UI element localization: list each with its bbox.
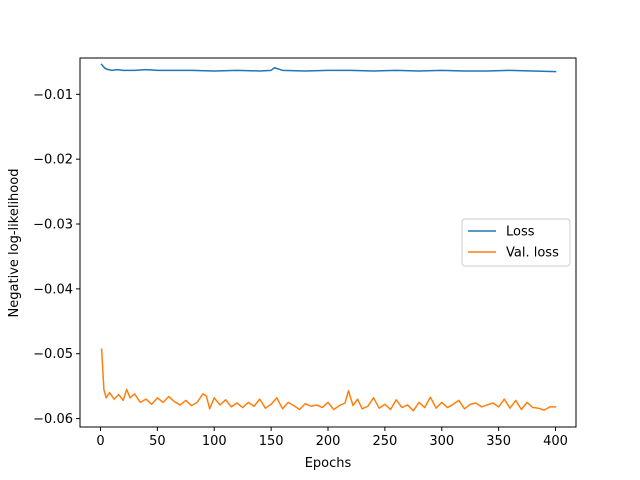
y-axis-title: Negative log-likelihood: [7, 169, 22, 318]
y-tick-label: −0.04: [33, 282, 73, 297]
x-tick-label: 150: [259, 434, 284, 449]
x-tick-label: 350: [486, 434, 511, 449]
x-tick-label: 300: [429, 434, 454, 449]
x-tick-label: 250: [372, 434, 397, 449]
legend-label-loss: Loss: [506, 225, 535, 240]
plot-layer: [100, 63, 557, 412]
y-tick-label: −0.01: [33, 88, 73, 103]
series-line-loss: [100, 63, 557, 73]
y-tick-label: −0.03: [33, 218, 73, 233]
y-tick-label: −0.02: [33, 153, 73, 168]
x-axis-title: Epochs: [305, 456, 352, 471]
axes-layer: 0 50 100 150 200 250 300 350 400 −0.01 −0.02 −0.03 −…: [33, 57, 577, 449]
x-tick-label: 400: [543, 434, 568, 449]
x-tick-label: 50: [149, 434, 166, 449]
series-line-val-loss: [100, 348, 557, 412]
x-tick-label: 100: [202, 434, 227, 449]
legend-label-val-loss: Val. loss: [506, 246, 559, 261]
legend: Loss Val. loss: [461, 218, 571, 267]
y-tick-label: −0.05: [33, 347, 73, 362]
y-tick-label: −0.06: [33, 412, 73, 427]
x-tick-label: 200: [316, 434, 341, 449]
x-tick-label: 0: [96, 434, 104, 449]
